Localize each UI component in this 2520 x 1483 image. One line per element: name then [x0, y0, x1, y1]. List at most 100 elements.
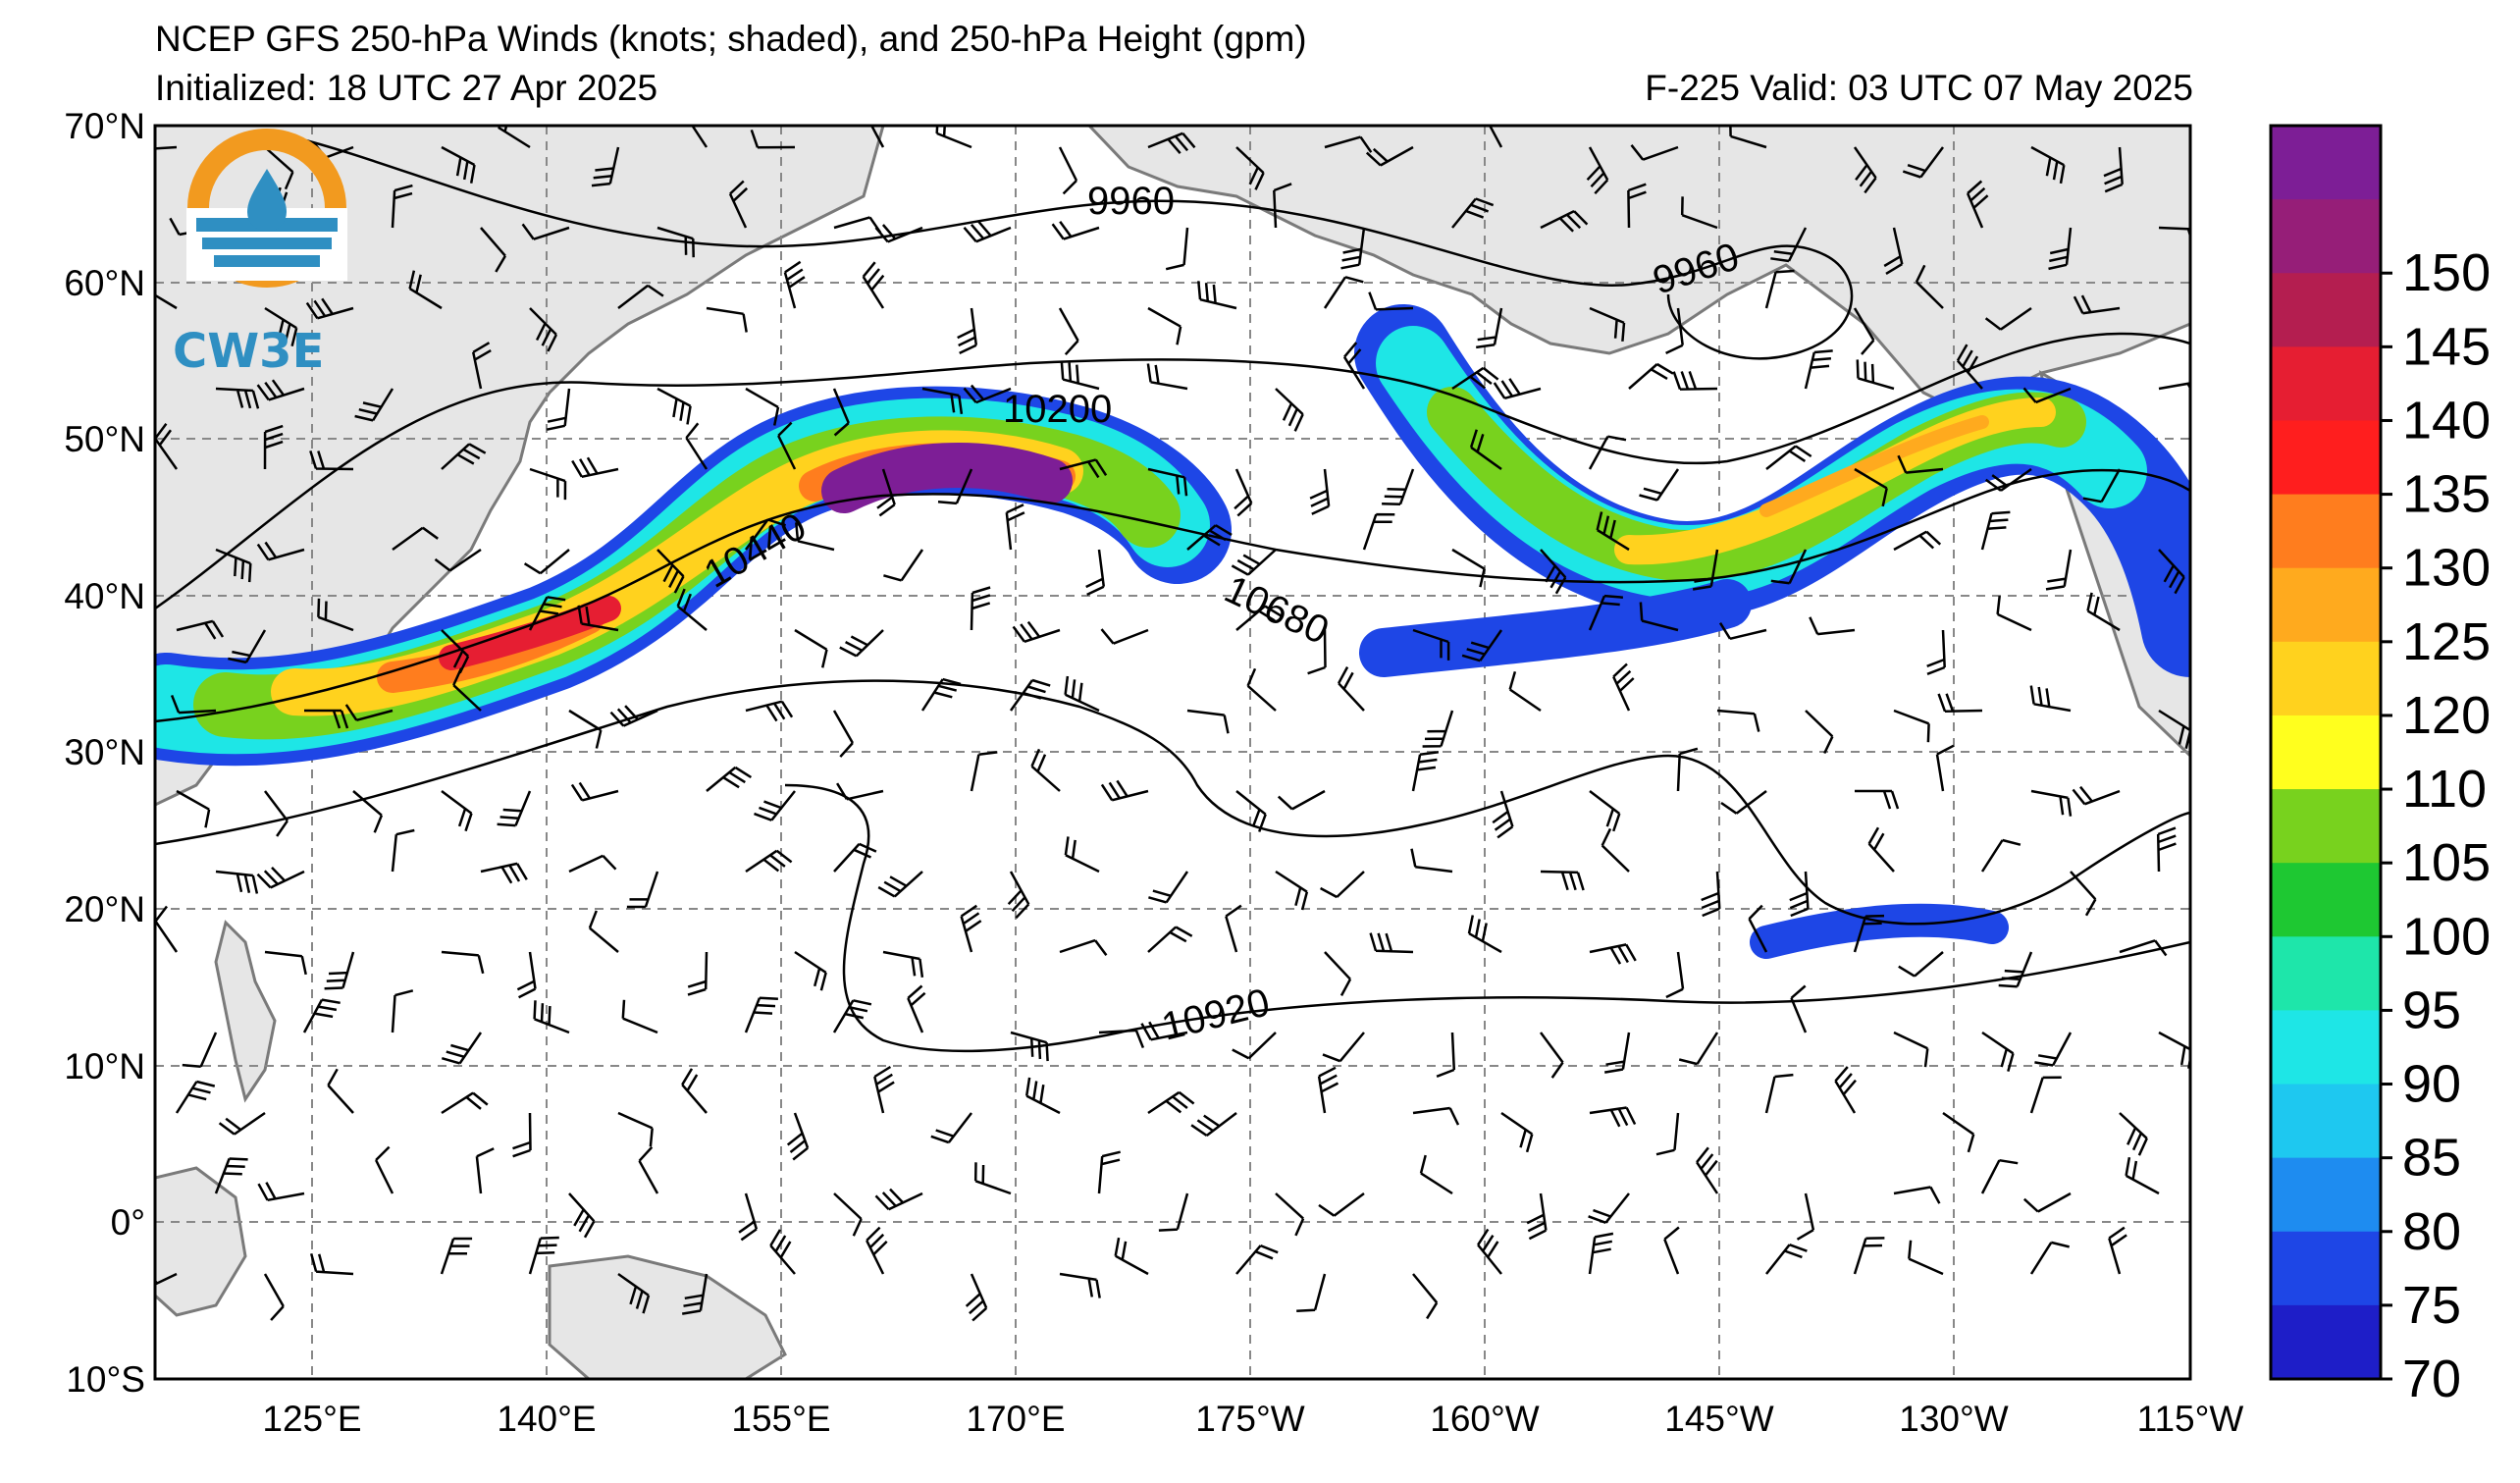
wind-barb — [1338, 666, 1365, 712]
wind-barb — [1323, 276, 1364, 309]
wind-barb — [475, 1147, 495, 1194]
wind-barb — [1589, 306, 1626, 342]
wind-barb — [155, 145, 178, 150]
wind-barb — [617, 284, 664, 309]
wind-barb — [609, 705, 658, 727]
wind-barb — [302, 998, 341, 1033]
wind-barb — [1369, 932, 1414, 954]
wind-barb — [957, 307, 978, 355]
wind-barb — [1540, 209, 1589, 233]
wind-barb — [391, 184, 413, 229]
jet-east-band-110 — [1614, 397, 2056, 565]
wind-barb — [1186, 709, 1230, 734]
wind-barb — [2119, 939, 2168, 957]
wind-barb — [2108, 1226, 2127, 1275]
wind-barb — [1058, 146, 1078, 195]
wind-barb — [1809, 616, 1856, 636]
wind-barb — [754, 790, 796, 821]
colorbar-label: 100 — [2402, 907, 2491, 966]
wind-barb — [1309, 468, 1331, 515]
wind-barb — [1147, 926, 1193, 953]
colorbar-segment — [2271, 1304, 2381, 1380]
wind-barb — [1235, 1244, 1279, 1275]
wind-barb — [862, 261, 885, 309]
wind-barb — [1451, 548, 1486, 588]
wind-barb — [970, 751, 998, 792]
wind-barb — [691, 126, 709, 148]
new-guinea-land — [548, 1254, 787, 1379]
wind-barb — [1853, 307, 1875, 355]
colorbar-label: 135 — [2402, 465, 2491, 524]
wind-barb — [182, 1032, 218, 1069]
wind-barb — [1059, 938, 1108, 957]
lat-label: 70°N — [64, 106, 145, 146]
wind-barb — [2034, 1032, 2073, 1067]
wind-barb — [264, 306, 298, 347]
wind-barb — [1526, 1192, 1548, 1241]
wind-barb — [175, 1080, 216, 1114]
wind-barb — [681, 1068, 708, 1114]
wind-barb — [1586, 146, 1609, 195]
wind-barb — [937, 468, 973, 505]
colorbar-segment — [2271, 1084, 2381, 1159]
wind-barb — [1273, 183, 1292, 229]
wind-barb — [528, 1236, 559, 1275]
wind-barb — [434, 548, 482, 572]
wind-barb — [832, 388, 850, 437]
colorbar-segment — [2271, 494, 2381, 569]
wind-barb — [1672, 370, 1718, 391]
wind-barb — [1908, 1240, 1944, 1276]
wind-barb — [1469, 429, 1502, 471]
wind-barb — [1663, 1226, 1680, 1275]
wind-barb — [2072, 785, 2121, 806]
colorbar-segment — [2271, 273, 2381, 347]
wind-barb — [1451, 197, 1495, 229]
wind-barb — [1692, 549, 1719, 591]
wind-barb — [1235, 605, 1282, 631]
wind-barb — [529, 467, 567, 501]
wind-barb — [2082, 468, 2122, 503]
wind-barb — [1051, 221, 1100, 240]
wind-barb — [795, 522, 835, 552]
wind-barb — [215, 387, 260, 409]
lat-label: 40°N — [64, 576, 145, 616]
wind-barb — [1225, 904, 1242, 953]
wind-barb — [1902, 146, 1945, 179]
lon-label: 115°W — [2137, 1399, 2244, 1439]
wind-barb — [309, 1252, 354, 1276]
wind-barb — [873, 1065, 895, 1114]
wind-barb — [471, 342, 492, 390]
colorbar-label: 105 — [2402, 833, 2491, 892]
lon-label: 125°E — [262, 1399, 361, 1439]
wind-barb — [1589, 1106, 1637, 1128]
wind-barb — [568, 1192, 596, 1239]
philippines-land — [214, 920, 277, 1103]
wind-barb — [2156, 826, 2177, 873]
wind-barb — [391, 828, 415, 873]
wind-barb — [1596, 511, 1630, 552]
wind-barb — [1322, 1032, 1365, 1063]
wind-barb — [744, 996, 778, 1033]
colorbar-label: 145 — [2402, 317, 2491, 376]
wind-barb — [1893, 1186, 1941, 1204]
wind-barb — [176, 789, 211, 828]
wind-barb — [882, 950, 924, 978]
wind-barb — [512, 1112, 532, 1158]
wind-barb — [257, 1182, 305, 1202]
colorbar-label: 85 — [2402, 1129, 2461, 1188]
wind-barb — [480, 862, 528, 884]
colorbar-segment — [2271, 567, 2381, 643]
wind-barb — [2022, 387, 2072, 404]
wind-barb — [1678, 1032, 1719, 1066]
wind-barb — [1639, 602, 1679, 632]
wind-barb — [1097, 1150, 1121, 1194]
wind-barb — [1488, 126, 1503, 148]
wind-barb — [1493, 378, 1542, 400]
wind-barb — [2103, 146, 2124, 193]
wind-barb — [1601, 827, 1630, 873]
wind-barb — [2070, 871, 2097, 917]
wind-barb — [1701, 871, 1721, 918]
wind-barb — [309, 450, 354, 471]
wind-barb — [960, 904, 982, 953]
wind-barb — [1007, 871, 1030, 920]
